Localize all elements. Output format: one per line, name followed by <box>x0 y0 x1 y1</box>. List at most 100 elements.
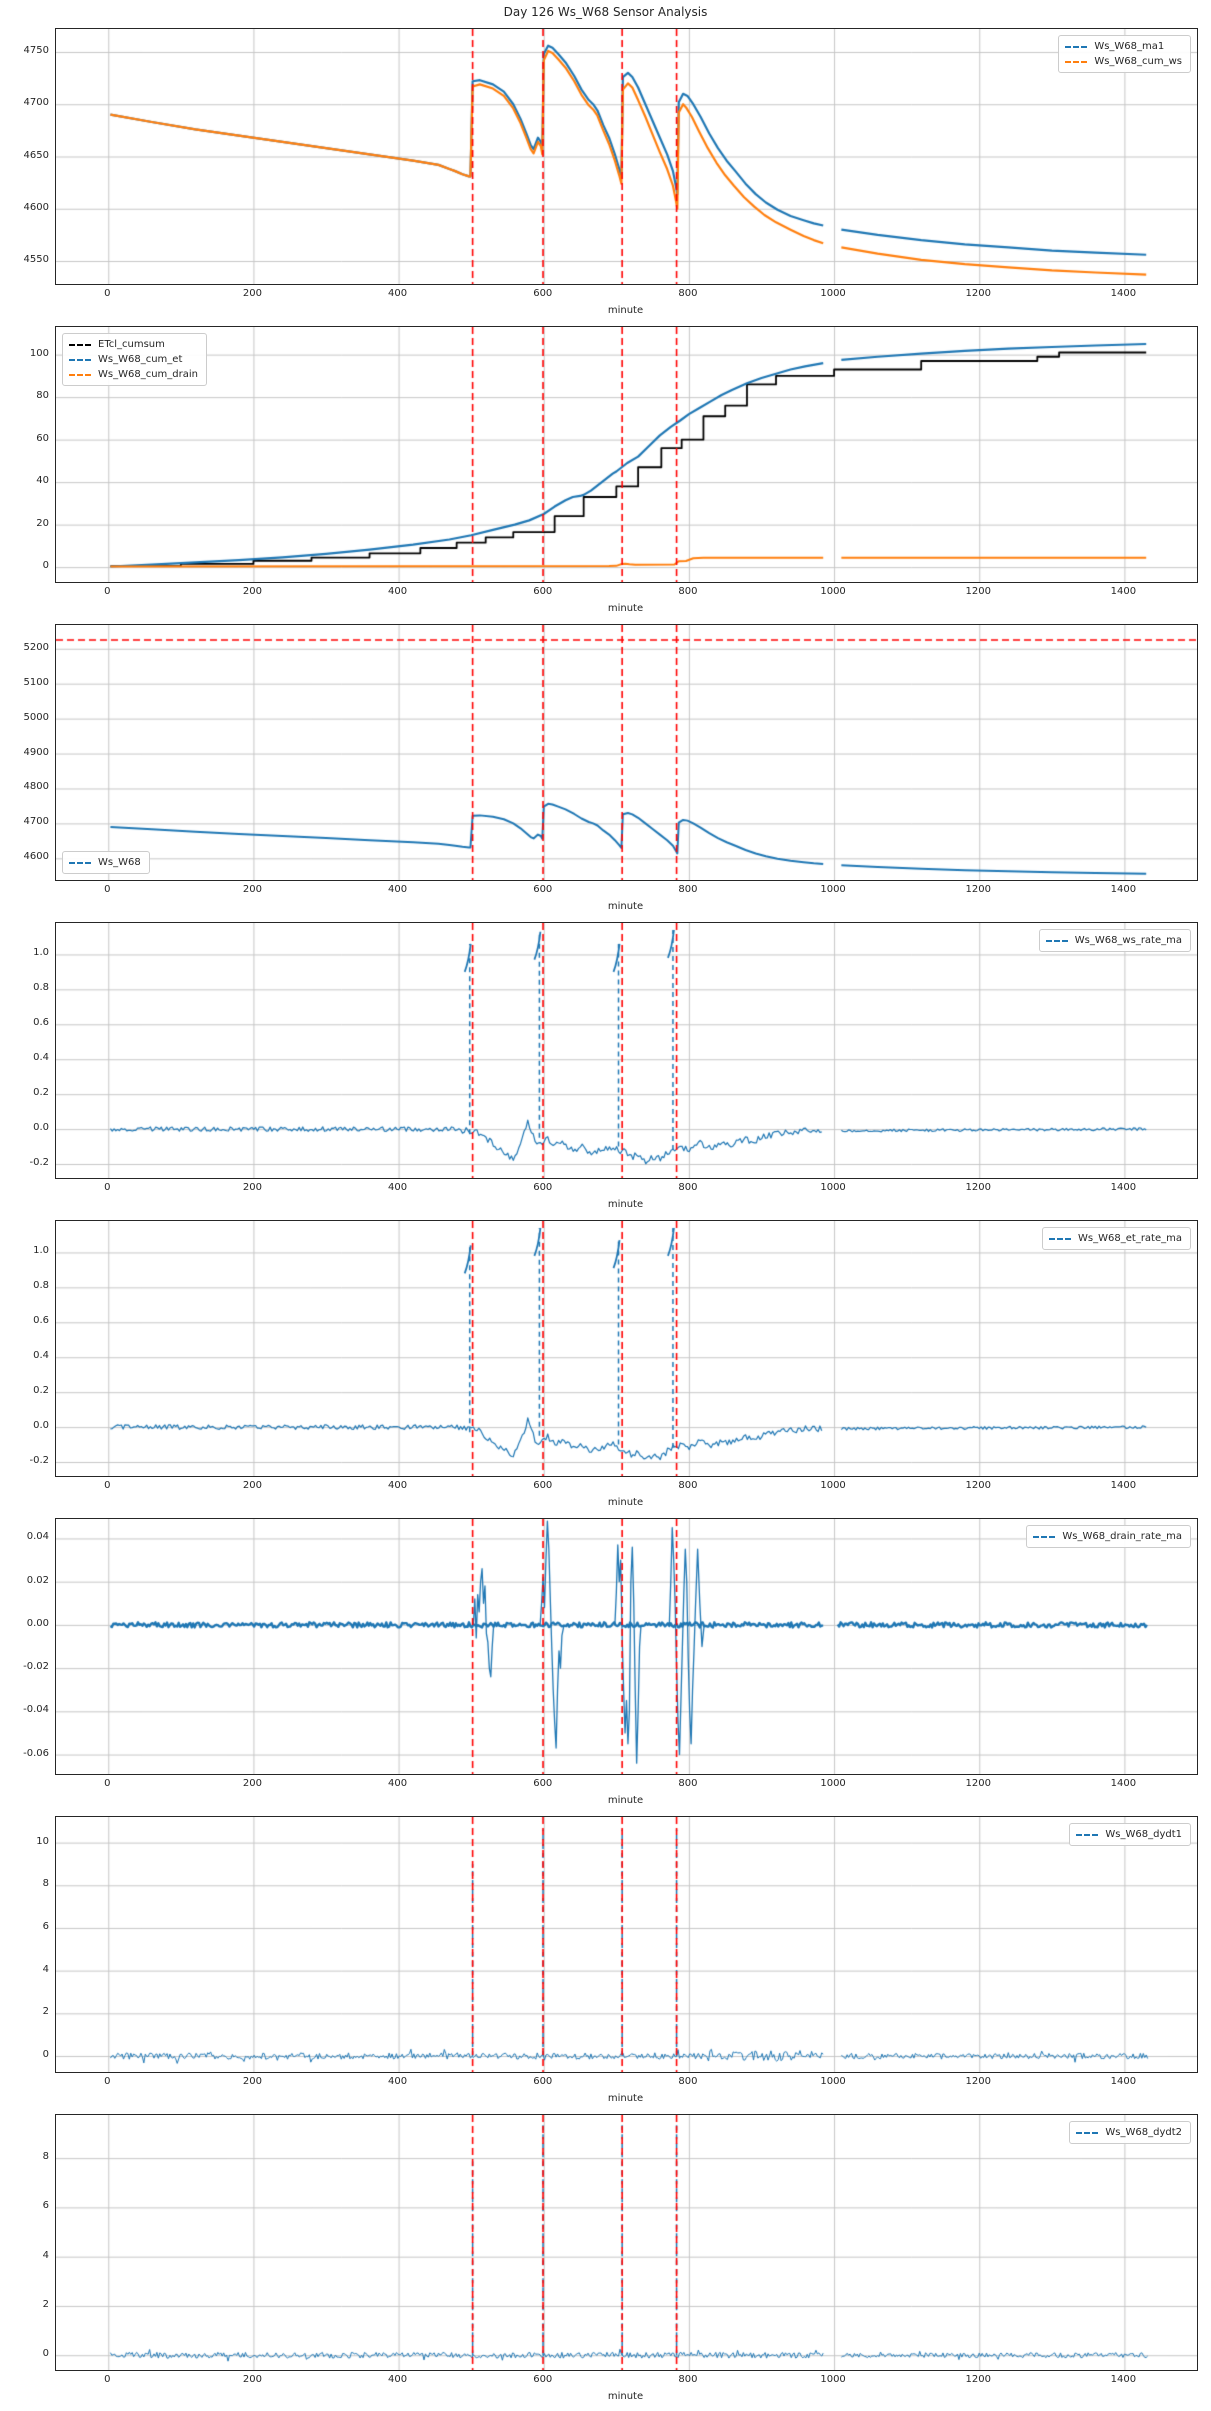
y-tick-label: -0.2 <box>29 1157 49 1169</box>
y-tick-label: 4650 <box>23 149 49 161</box>
y-tick-label: 5200 <box>23 641 49 653</box>
x-tick-label: 1000 <box>820 288 846 299</box>
x-axis-label: minute <box>607 305 644 316</box>
y-tick-label: 0.2 <box>33 1385 49 1397</box>
legend-label: Ws_W68_et_rate_ma <box>1078 1233 1182 1244</box>
y-tick-label: 4800 <box>23 781 49 793</box>
legend-entry: Ws_W68_cum_ws <box>1065 54 1182 69</box>
x-tick-label: 800 <box>678 1778 698 1789</box>
x-tick-label: 800 <box>678 1480 698 1491</box>
y-tick-label: 4700 <box>23 816 49 828</box>
y-tick-label: 0 <box>42 2348 49 2360</box>
legend-et-rate-ma: Ws_W68_et_rate_ma <box>1042 1227 1191 1250</box>
legend-dydt1: Ws_W68_dydt1 <box>1069 1823 1191 1846</box>
legend-entry: Ws_W68_dydt2 <box>1076 2125 1182 2140</box>
y-tick-label: 10 <box>36 1835 49 1847</box>
y-tick-label: 1.0 <box>33 1245 49 1257</box>
x-tick-label: 400 <box>388 1182 408 1193</box>
x-tick-label: 0 <box>104 884 111 895</box>
legend-label: Ws_W68_ws_rate_ma <box>1074 935 1182 946</box>
x-tick-label: 600 <box>533 2374 553 2385</box>
y-tick-label: 0.04 <box>26 1531 49 1543</box>
x-tick-label: 200 <box>242 2076 262 2087</box>
x-tick-label: 600 <box>533 586 553 597</box>
x-tick-label: 200 <box>242 1778 262 1789</box>
x-tick-label: 200 <box>242 586 262 597</box>
x-tick-label: 800 <box>678 586 698 597</box>
y-tick-label: 0.0 <box>33 1420 49 1432</box>
legend-dash-swatch-icon <box>69 373 91 376</box>
legend-ws-rate-ma: Ws_W68_ws_rate_ma <box>1038 929 1191 952</box>
x-tick-label: 0 <box>104 586 111 597</box>
legend-dash-swatch-icon <box>1033 1535 1056 1538</box>
y-tick-label: 4550 <box>23 254 49 265</box>
legend-entry: Ws_W68_dydt1 <box>1076 1827 1182 1842</box>
legend-label: Ws_W68_dydt1 <box>1105 1829 1182 1840</box>
x-tick-label: 1400 <box>1110 288 1137 299</box>
x-tick-label: 1000 <box>820 1480 846 1491</box>
y-tick-label: 2 <box>42 2006 49 2018</box>
x-tick-label: 1200 <box>965 1480 991 1491</box>
x-tick-label: 1400 <box>1110 2374 1137 2385</box>
y-tick-label: 5100 <box>23 676 49 688</box>
subplot-axes-dydt2: Ws_W68_dydt2 <box>55 2114 1198 2371</box>
plot-canvas-dydt2 <box>56 2115 1197 2370</box>
x-axis-label: minute <box>607 2391 644 2402</box>
y-tick-label: -0.2 <box>29 1455 49 1467</box>
legend-entry: Ws_W68_ma1 <box>1065 39 1182 54</box>
y-tick-label: -0.04 <box>23 1704 49 1716</box>
x-tick-label: 400 <box>388 586 408 597</box>
y-tick-label: 0.0 <box>33 1122 49 1134</box>
y-tick-label: 0.6 <box>33 1315 49 1327</box>
subplot-axes-cumulative-et-drain: ETcl_cumsum Ws_W68_cum_et Ws_W68_cum_drain <box>55 326 1198 583</box>
legend-label: Ws_W68_dydt2 <box>1105 2127 1182 2138</box>
x-tick-label: 600 <box>533 1480 553 1491</box>
x-tick-label: 1000 <box>820 2076 846 2087</box>
legend-entry: Ws_W68_cum_drain <box>69 367 198 382</box>
y-tick-label: 4600 <box>23 851 49 863</box>
legend-label: Ws_W68_cum_et <box>98 354 183 365</box>
legend-dydt2: Ws_W68_dydt2 <box>1069 2121 1191 2144</box>
y-tick-label: 1.0 <box>33 947 49 959</box>
plot-canvas-drain-rate-ma <box>56 1519 1197 1774</box>
legend-dash-swatch-icon <box>1045 939 1068 942</box>
x-tick-label: 1200 <box>965 884 991 895</box>
y-tick-label: 40 <box>36 475 49 487</box>
legend-dash-swatch-icon <box>69 861 91 864</box>
x-tick-label: 200 <box>242 884 262 895</box>
x-tick-label: 1400 <box>1110 884 1137 895</box>
plot-canvas-ws-raw <box>56 625 1197 880</box>
x-tick-label: 1200 <box>965 586 991 597</box>
subplot-axes-et-rate-ma: Ws_W68_et_rate_ma <box>55 1220 1198 1477</box>
y-tick-label: 0.8 <box>33 1280 49 1292</box>
legend-entry: Ws_W68 <box>69 855 141 870</box>
x-tick-label: 1200 <box>965 1182 991 1193</box>
legend-dash-swatch-icon <box>1049 1237 1072 1240</box>
x-tick-label: 800 <box>678 1182 698 1193</box>
x-tick-label: 1000 <box>820 1778 846 1789</box>
x-axis-label: minute <box>607 603 644 614</box>
y-tick-label: 100 <box>29 347 49 359</box>
y-tick-label: 4750 <box>23 44 49 56</box>
y-tick-label: 0.6 <box>33 1017 49 1029</box>
y-tick-label: 6 <box>42 1920 49 1932</box>
plot-canvas-cumulative-et-drain <box>56 327 1197 582</box>
legend-ws-ma1-cum-ws: Ws_W68_ma1 Ws_W68_cum_ws <box>1058 35 1191 73</box>
plot-canvas-dydt1 <box>56 1817 1197 2072</box>
x-tick-label: 600 <box>533 1182 553 1193</box>
y-tick-label: 20 <box>36 517 49 529</box>
legend-label: ETcl_cumsum <box>98 339 165 350</box>
x-tick-label: 600 <box>533 1778 553 1789</box>
x-tick-label: 0 <box>104 288 111 299</box>
y-tick-label: 4600 <box>23 201 49 213</box>
x-tick-label: 0 <box>104 1778 111 1789</box>
x-tick-label: 1200 <box>965 1778 991 1789</box>
x-tick-label: 1400 <box>1110 1182 1137 1193</box>
x-tick-label: 600 <box>533 2076 553 2087</box>
y-tick-label: 0 <box>42 560 49 572</box>
x-tick-label: 1000 <box>820 2374 846 2385</box>
plot-canvas-et-rate-ma <box>56 1221 1197 1476</box>
x-axis-label: minute <box>607 901 644 912</box>
x-tick-label: 800 <box>678 2374 698 2385</box>
